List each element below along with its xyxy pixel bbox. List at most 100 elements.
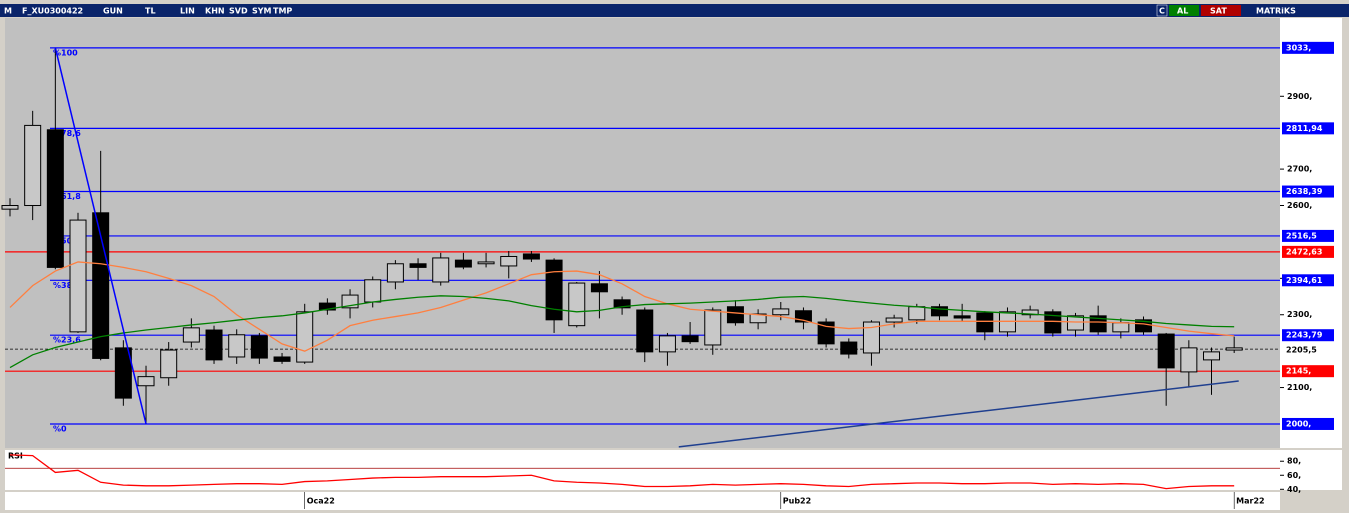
level-label: 2000,: [1286, 419, 1311, 428]
candle-body: [726, 306, 744, 324]
toolbar-item[interactable]: SAT: [1210, 7, 1227, 16]
candle-body: [1044, 311, 1062, 334]
toolbar-item[interactable]: M: [4, 7, 12, 16]
candle-body: [1203, 351, 1221, 361]
trendline: [678, 380, 1239, 448]
candle-body: [250, 335, 268, 359]
toolbar-item[interactable]: KHN: [205, 7, 225, 16]
candle-body: [46, 129, 64, 268]
button[interactable]: [1156, 4, 1168, 17]
rsi-title: RSI: [8, 452, 23, 461]
candle-body: [590, 283, 608, 293]
candle-body: [409, 263, 427, 268]
candle-body: [1089, 315, 1107, 333]
candle-body: [228, 334, 246, 358]
toolbar-item[interactable]: AL: [1177, 7, 1188, 16]
candle-body: [318, 302, 336, 311]
candle-body: [182, 327, 200, 343]
level-box: [1282, 122, 1334, 135]
candle-body: [817, 321, 835, 345]
toolbar-item[interactable]: GUN: [103, 7, 123, 16]
candle-body: [613, 299, 631, 309]
candle-body: [137, 376, 155, 387]
candle-body: [681, 335, 699, 343]
y-tick-label: 2900,: [1287, 92, 1312, 101]
candle-body: [749, 313, 767, 324]
candle-body: [114, 347, 132, 399]
candle-body: [205, 329, 223, 361]
candle-body: [862, 321, 880, 354]
toolbar-item[interactable]: TL: [145, 7, 156, 16]
candle-body: [160, 349, 178, 379]
toolbar-item[interactable]: LIN: [180, 7, 195, 16]
candle-body: [568, 282, 586, 327]
level-label: 2243,79: [1286, 331, 1323, 340]
candle-body: [658, 335, 676, 353]
rsi-line: [9, 454, 1235, 490]
candle-body: [522, 253, 540, 260]
x-tick-label: Oca22: [307, 497, 335, 506]
moving-average: [9, 295, 1235, 369]
candle-body: [386, 263, 404, 283]
y-tick-label: 2300,: [1287, 310, 1312, 319]
candle-body: [772, 308, 790, 316]
button[interactable]: [1201, 5, 1241, 16]
level-label: 2811,94: [1286, 124, 1323, 133]
candle-body: [24, 124, 42, 207]
date-axis: [5, 492, 1280, 510]
level-label: 2205,5: [1286, 346, 1317, 355]
rsi-tick-label: 40,: [1287, 485, 1301, 494]
candle-body: [500, 255, 518, 267]
level-box: [1282, 41, 1334, 54]
level-box: [1282, 245, 1334, 258]
candle-body: [432, 257, 450, 283]
toolbar-item[interactable]: TMP: [273, 7, 292, 16]
candle-body: [454, 259, 472, 268]
toolbar-item[interactable]: C: [1159, 7, 1165, 16]
fib-label: %78,6: [53, 129, 81, 138]
rsi-tick-label: 80,: [1287, 457, 1301, 466]
toolbar-item[interactable]: MATRiKS: [1256, 7, 1296, 16]
candle-body: [1135, 319, 1152, 333]
candle-body: [1157, 333, 1175, 369]
toolbar-item[interactable]: SYM: [252, 7, 272, 16]
fib-label: %61,8: [53, 192, 81, 201]
level-box: [1282, 365, 1334, 378]
candle-body: [794, 310, 812, 323]
rsi-tick-label: 60,: [1287, 471, 1301, 480]
candle-body: [296, 311, 314, 363]
y-tick-label: 2100,: [1287, 383, 1312, 392]
x-tick-label: Mar22: [1236, 497, 1264, 506]
y-tick-label: 2600,: [1287, 201, 1312, 210]
candle-body: [885, 317, 903, 323]
level-label: 2472,63: [1286, 247, 1322, 256]
candle-body: [364, 279, 382, 303]
candle-body: [69, 219, 87, 333]
level-box: [1282, 185, 1334, 198]
candle-body: [908, 306, 926, 321]
candle-body: [953, 315, 971, 319]
level-box: [1282, 274, 1334, 287]
button[interactable]: [1169, 5, 1199, 16]
candle-body: [1180, 347, 1198, 373]
toolbar: [0, 4, 1349, 17]
level-label: 2638,39: [1286, 187, 1323, 196]
candle-body: [840, 341, 858, 355]
candle-body: [1021, 309, 1039, 316]
level-label: 2394,61: [1286, 276, 1323, 285]
level-box: [1282, 229, 1334, 242]
toolbar-item[interactable]: SVD: [229, 7, 248, 16]
plot-area: [5, 18, 1280, 448]
fib-label: %23,6: [53, 336, 81, 345]
level-label: 3033,: [1286, 43, 1311, 52]
candle-body: [1112, 322, 1130, 333]
level-box: [1282, 329, 1334, 342]
candle-body: [477, 261, 495, 265]
toolbar-item[interactable]: F_XU0300422: [22, 7, 83, 16]
candle-body: [976, 312, 994, 333]
x-tick-label: Pub22: [783, 497, 811, 506]
moving-average: [9, 261, 1235, 352]
level-box: [1282, 417, 1334, 430]
candle-body: [273, 356, 291, 362]
